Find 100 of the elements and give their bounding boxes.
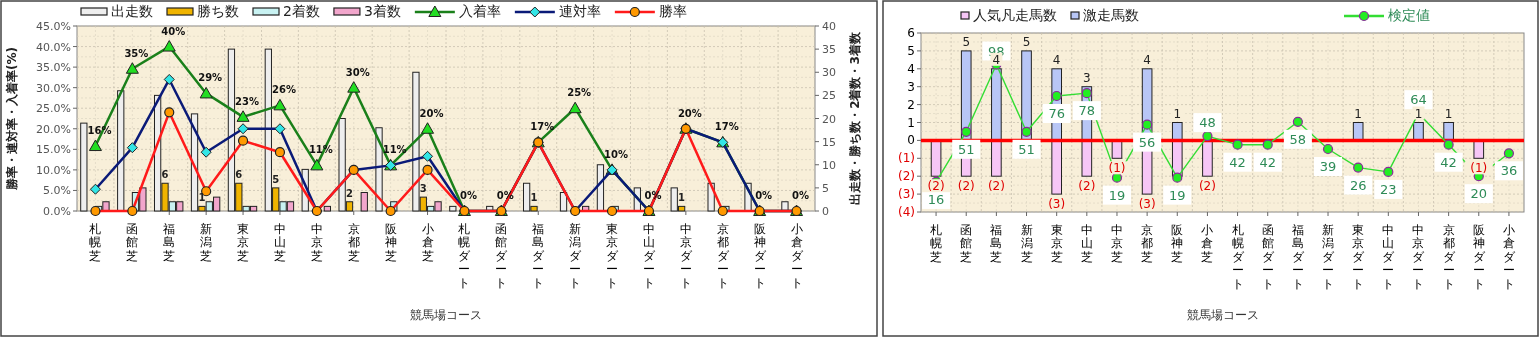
x-tick-label: 京都ダート bbox=[716, 221, 730, 290]
legend-label: 検定値 bbox=[1388, 7, 1430, 23]
x-tick-label: 中山芝 bbox=[273, 221, 286, 263]
x-tick-label: 新潟芝 bbox=[200, 221, 213, 263]
data-label: 4 bbox=[1143, 52, 1151, 67]
x-tick-label: 中京芝 bbox=[1110, 222, 1123, 264]
x-tick-label: 札幌芝 bbox=[930, 222, 943, 264]
y-tick-label: 40.0% bbox=[36, 40, 71, 54]
y-tick-label: (4) bbox=[898, 205, 915, 219]
data-label: 23% bbox=[235, 95, 260, 107]
data-label: 3 bbox=[1083, 70, 1091, 85]
x-tick-label: 札幌ダート bbox=[1231, 222, 1245, 291]
legend-label: 入着率 bbox=[458, 3, 501, 19]
data-label: 0% bbox=[755, 190, 773, 201]
data-label: 20 bbox=[1470, 186, 1488, 202]
data-label: 1 bbox=[1414, 106, 1423, 121]
y-tick-label: 0 bbox=[907, 133, 915, 148]
x-tick-label: 京都芝 bbox=[1141, 222, 1154, 264]
data-label: (2) bbox=[927, 179, 945, 194]
data-label: 64 bbox=[1410, 92, 1427, 108]
data-label: 26 bbox=[1349, 177, 1367, 193]
x-tick-label: 阪神ダート bbox=[753, 221, 767, 290]
data-label: 1 bbox=[198, 192, 206, 204]
x-tick-label: 中京ダート bbox=[1412, 222, 1426, 291]
data-label: (1) bbox=[1470, 161, 1488, 176]
x-tick-label: 阪神芝 bbox=[1171, 222, 1184, 264]
x-tick-label: 札幌芝 bbox=[89, 221, 102, 263]
y-tick-label: 6 bbox=[907, 26, 915, 40]
y-tick-label: 15.0% bbox=[36, 143, 71, 157]
x-tick-label: 東京ダート bbox=[606, 221, 620, 290]
data-label: 11% bbox=[382, 144, 407, 156]
y2-tick-label: 15 bbox=[822, 135, 836, 149]
data-label: 5 bbox=[962, 34, 971, 49]
data-label: 19 bbox=[1169, 187, 1186, 203]
data-label: 16 bbox=[927, 191, 945, 207]
data-label: 42 bbox=[1259, 154, 1276, 170]
data-label: 20% bbox=[677, 107, 702, 119]
x-tick-label: 東京ダート bbox=[1352, 222, 1366, 291]
x-tick-label: 新潟ダート bbox=[569, 221, 583, 290]
data-label: 1 bbox=[530, 192, 538, 204]
x-tick-label: 新潟芝 bbox=[1020, 222, 1033, 264]
data-label: 3 bbox=[419, 183, 427, 195]
data-label: 0% bbox=[459, 190, 477, 201]
data-label: 20% bbox=[419, 107, 444, 119]
y-tick-label: 25.0% bbox=[36, 102, 71, 116]
data-label: 39 bbox=[1319, 158, 1337, 174]
y-tick-label: 20.0% bbox=[36, 122, 71, 136]
x-tick-label: 函館ダート bbox=[495, 221, 509, 290]
x-tick-label: 函館芝 bbox=[960, 222, 973, 264]
x-tick-label: 中京ダート bbox=[679, 221, 693, 290]
x-tick-label: 京都ダート bbox=[1442, 222, 1456, 291]
legend-label: 2着数 bbox=[283, 3, 320, 19]
data-label: 6 bbox=[235, 169, 243, 181]
y-tick-label: 35.0% bbox=[36, 61, 71, 75]
y-tick-label: 5 bbox=[907, 43, 915, 58]
data-label: 10% bbox=[604, 148, 629, 160]
x-tick-label: 小倉ダート bbox=[790, 221, 804, 290]
data-label: (2) bbox=[957, 179, 975, 194]
y-tick-label: 4 bbox=[907, 61, 915, 76]
data-label: 1 bbox=[1173, 106, 1182, 121]
data-label: (3) bbox=[1138, 197, 1156, 212]
data-label: 6 bbox=[161, 169, 169, 181]
x-tick-label: 中京芝 bbox=[310, 221, 323, 263]
data-label: 42 bbox=[1440, 154, 1457, 170]
data-label: 78 bbox=[1078, 103, 1096, 119]
x-tick-label: 札幌ダート bbox=[458, 221, 472, 290]
data-label: (2) bbox=[1078, 179, 1096, 194]
y2-tick-label: 0 bbox=[822, 205, 829, 218]
y2-tick-label: 30 bbox=[822, 66, 836, 80]
legend-label: 勝ち数 bbox=[197, 3, 239, 19]
x-tick-label: 小倉芝 bbox=[1201, 222, 1214, 264]
data-label: 29% bbox=[198, 72, 223, 84]
data-label: (2) bbox=[1198, 179, 1216, 194]
x-tick-label: 函館ダート bbox=[1261, 222, 1275, 291]
data-label: 36 bbox=[1500, 163, 1518, 179]
y2-tick-label: 40 bbox=[822, 20, 836, 33]
x-tick-label: 新潟ダート bbox=[1322, 222, 1336, 291]
data-label: (3) bbox=[1048, 197, 1066, 212]
x-tick-label: 小倉芝 bbox=[421, 221, 434, 263]
y-tick-label: 3 bbox=[907, 79, 915, 94]
x-tick-label: 東京芝 bbox=[1050, 222, 1063, 264]
x-tick-label: 中山ダート bbox=[642, 221, 656, 290]
x-tick-label: 阪神芝 bbox=[384, 221, 397, 263]
data-label: 1 bbox=[1444, 106, 1453, 121]
y2-tick-label: 10 bbox=[822, 158, 836, 172]
y-tick-label: (2) bbox=[898, 169, 915, 184]
x-axis-title: 競馬場コース bbox=[1186, 308, 1259, 322]
x-tick-label: 京都芝 bbox=[347, 221, 360, 263]
x-tick-label: 東京芝 bbox=[237, 221, 250, 263]
data-label: (1) bbox=[1108, 161, 1126, 176]
data-label: 30% bbox=[345, 66, 370, 78]
x-tick-label: 福島ダート bbox=[532, 221, 546, 290]
x-tick-label: 福島芝 bbox=[990, 222, 1003, 264]
data-label: 23 bbox=[1380, 181, 1397, 197]
data-label: 51 bbox=[1018, 141, 1035, 157]
y2-axis-title: 出走数・勝ち数・2着数・3着数 bbox=[848, 31, 862, 205]
legend-label: 出走数 bbox=[111, 3, 153, 19]
x-tick-label: 中山ダート bbox=[1382, 222, 1396, 291]
legend-label: 連対率 bbox=[558, 3, 601, 19]
x-tick-label: 阪神ダート bbox=[1472, 222, 1486, 291]
